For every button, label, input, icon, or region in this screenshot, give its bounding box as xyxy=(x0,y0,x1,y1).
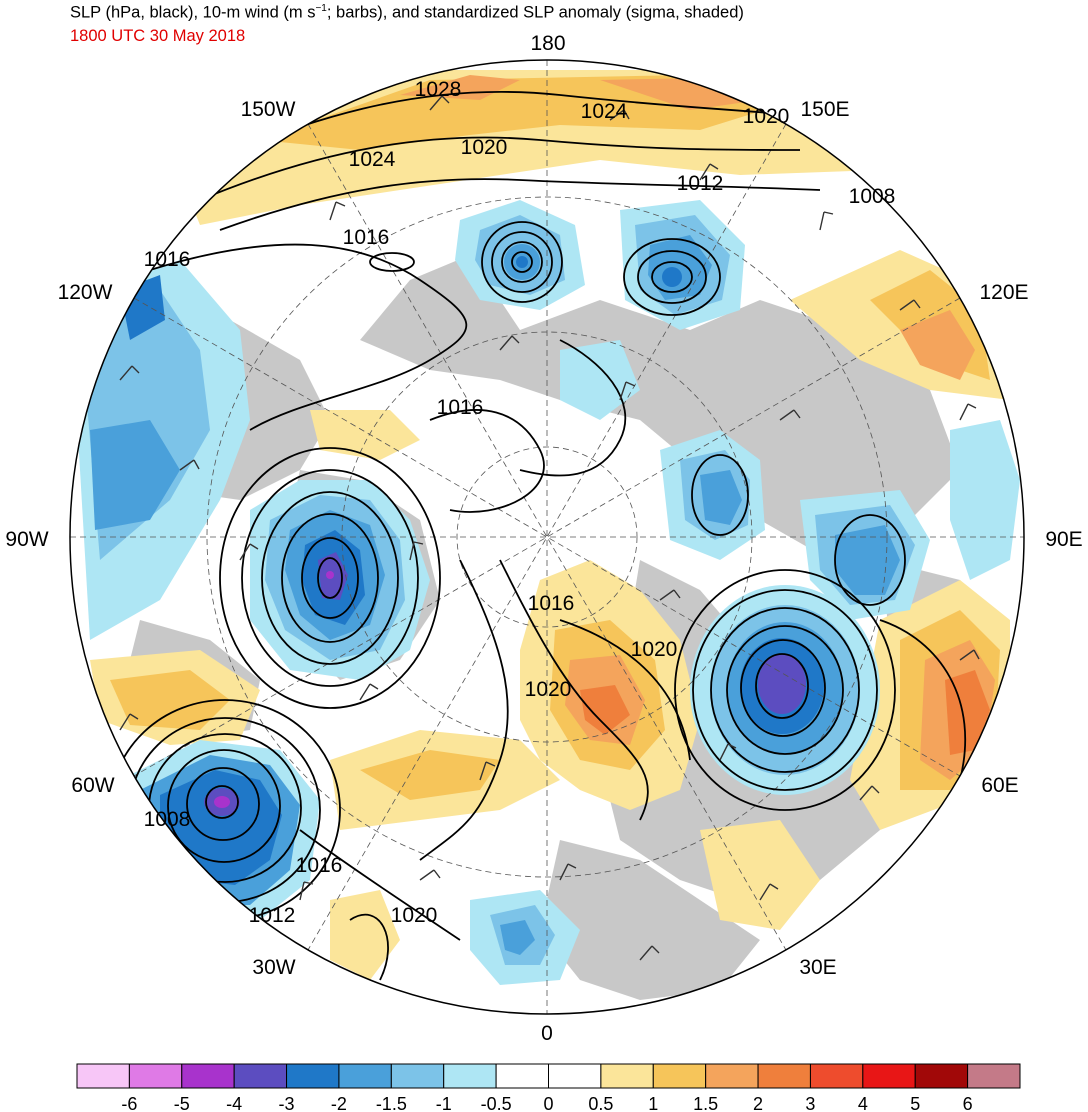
colorbar-tick-label: 1 xyxy=(648,1094,658,1112)
valid-time: 1800 UTC 30 May 2018 xyxy=(70,27,246,45)
contour-label: 1020 xyxy=(743,105,790,128)
lon-label-150e: 150E xyxy=(800,98,849,121)
contour-label: 1020 xyxy=(631,638,678,661)
colorbar-swatch xyxy=(443,1063,497,1089)
colorbar: -6 -5 -4 -3 -2 -1.5 -1 -0.5 0 0.5 1 1.5 2 3 4 5 6 xyxy=(76,1063,1021,1112)
colorbar-swatch xyxy=(600,1063,654,1089)
map-field xyxy=(70,60,1024,1014)
lon-label-30e: 30E xyxy=(799,956,836,979)
lon-label-90e: 90E xyxy=(1045,528,1082,551)
colorbar-tick-label: -3 xyxy=(279,1094,295,1112)
lon-label-180: 180 xyxy=(530,32,565,55)
colorbar-tick-label: 0 xyxy=(543,1094,553,1112)
colorbar-tick-label: -2 xyxy=(331,1094,347,1112)
colorbar-swatch xyxy=(233,1063,288,1089)
lon-label-30w: 30W xyxy=(252,956,295,979)
contour-label: 1024 xyxy=(581,100,628,123)
colorbar-swatch xyxy=(862,1063,916,1089)
colorbar-tick-label: 6 xyxy=(963,1094,973,1112)
lon-label-90w: 90W xyxy=(5,528,48,551)
title-superscript: −1 xyxy=(315,3,327,14)
lon-label-60e: 60E xyxy=(981,774,1018,797)
colorbar-swatch xyxy=(338,1063,392,1089)
contour-label: 1024 xyxy=(349,148,396,171)
colorbar-swatch xyxy=(914,1063,969,1089)
colorbar-swatch xyxy=(757,1063,811,1089)
colorbar-swatch xyxy=(181,1063,235,1089)
contour-label: 1008 xyxy=(849,185,896,208)
contour-label: 1020 xyxy=(461,136,508,159)
colorbar-tick-label: -0.5 xyxy=(481,1094,512,1112)
contour-label: 1012 xyxy=(677,172,724,195)
contour-label: 1012 xyxy=(249,904,296,927)
graticule xyxy=(70,60,1024,1014)
longitude-labels: 180 150E 120E 90E 60E 30E 0 30W 60W 90W … xyxy=(5,32,1082,1045)
contour-label: 1016 xyxy=(528,592,575,615)
contour-label: 1020 xyxy=(525,678,572,701)
contour-label: 1016 xyxy=(144,248,191,271)
colorbar-swatch xyxy=(705,1063,759,1089)
contour-label: 1020 xyxy=(391,904,438,927)
contour-label: 1016 xyxy=(437,396,484,419)
colorbar-tick-label: 0.5 xyxy=(588,1094,613,1112)
colorbar-swatch xyxy=(809,1063,864,1089)
colorbar-swatch xyxy=(548,1063,602,1089)
colorbar-tick-label: -1.5 xyxy=(376,1094,407,1112)
colorbar-swatch xyxy=(495,1063,550,1089)
colorbar-swatch xyxy=(390,1063,445,1089)
contour-label: 1016 xyxy=(343,226,390,249)
contour-label: 1028 xyxy=(415,78,462,101)
colorbar-swatch xyxy=(967,1063,1021,1089)
colorbar-tick-label: -5 xyxy=(174,1094,190,1112)
title-suffix: ; barbs), and standardized SLP anomaly (… xyxy=(326,3,744,22)
colorbar-tick-label: 5 xyxy=(910,1094,920,1112)
colorbar-tick-label: 4 xyxy=(858,1094,868,1112)
title-prefix: SLP (hPa, black), 10-m wind (m s xyxy=(70,3,316,22)
colorbar-swatch xyxy=(128,1063,183,1089)
lon-label-60w: 60W xyxy=(71,774,114,797)
contour-label-group: 1028 1024 1020 1024 1020 1012 1008 1016 … xyxy=(144,78,896,927)
colorbar-tick-label: 1.5 xyxy=(693,1094,718,1112)
colorbar-tick-label: -6 xyxy=(121,1094,137,1112)
lon-label-150w: 150W xyxy=(241,98,296,121)
colorbar-tick-label: -1 xyxy=(436,1094,452,1112)
colorbar-swatch xyxy=(76,1063,130,1089)
figure-title: SLP (hPa, black), 10-m wind (m s−1; barb… xyxy=(70,3,744,23)
wind-barbs xyxy=(119,95,980,961)
lon-label-0: 0 xyxy=(541,1022,553,1045)
lon-label-120e: 120E xyxy=(979,281,1028,304)
map-boundary xyxy=(69,59,1025,1015)
contour-label: 1016 xyxy=(296,854,343,877)
contour-label: 1008 xyxy=(144,808,191,831)
lon-label-120w: 120W xyxy=(58,281,113,304)
colorbar-swatch xyxy=(652,1063,707,1089)
colorbar-tick-label: 2 xyxy=(753,1094,763,1112)
colorbar-tick-label: 3 xyxy=(805,1094,815,1112)
colorbar-swatch xyxy=(286,1063,340,1089)
colorbar-tick-label: -4 xyxy=(226,1094,242,1112)
